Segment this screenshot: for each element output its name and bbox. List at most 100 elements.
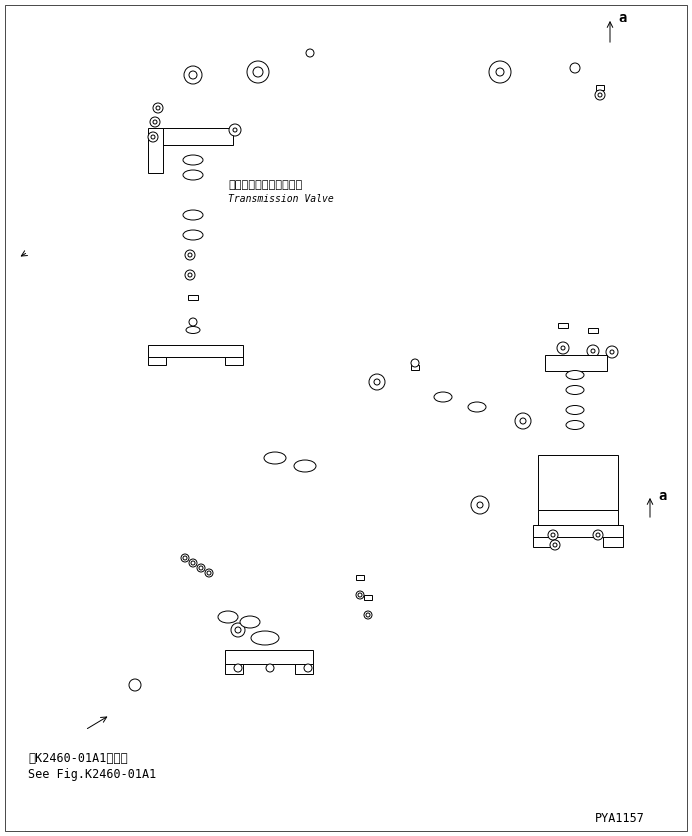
Circle shape <box>189 71 197 79</box>
Circle shape <box>606 346 618 358</box>
Bar <box>225 664 243 674</box>
Bar <box>148 345 243 357</box>
Circle shape <box>304 664 312 672</box>
Circle shape <box>496 68 504 76</box>
Circle shape <box>306 49 314 57</box>
Bar <box>411 365 419 370</box>
Circle shape <box>477 502 483 508</box>
Bar <box>295 664 313 674</box>
Circle shape <box>183 556 187 560</box>
Bar <box>596 85 604 90</box>
Circle shape <box>551 533 555 537</box>
Ellipse shape <box>468 402 486 412</box>
Circle shape <box>553 543 557 547</box>
Bar <box>533 525 623 537</box>
Circle shape <box>591 349 595 353</box>
Circle shape <box>595 90 605 100</box>
Text: See Fig.K2460-01A1: See Fig.K2460-01A1 <box>28 768 156 781</box>
Circle shape <box>181 554 189 562</box>
Circle shape <box>234 664 242 672</box>
Circle shape <box>197 564 205 572</box>
Circle shape <box>189 318 197 326</box>
Circle shape <box>150 117 160 127</box>
Ellipse shape <box>183 155 203 165</box>
Ellipse shape <box>186 327 200 334</box>
Circle shape <box>207 571 211 575</box>
Text: a: a <box>618 11 626 25</box>
Ellipse shape <box>183 230 203 240</box>
Bar <box>588 328 598 333</box>
Bar <box>356 575 364 580</box>
Circle shape <box>610 350 614 354</box>
Ellipse shape <box>183 210 203 220</box>
Circle shape <box>231 623 245 637</box>
Circle shape <box>247 61 269 83</box>
Text: PYA1157: PYA1157 <box>595 812 645 825</box>
Circle shape <box>489 61 511 83</box>
Ellipse shape <box>264 452 286 464</box>
Circle shape <box>374 379 380 385</box>
Bar <box>364 595 372 600</box>
Ellipse shape <box>218 611 238 623</box>
Text: 第K2460-01A1図参照: 第K2460-01A1図参照 <box>28 752 128 765</box>
Text: Transmission Valve: Transmission Valve <box>228 194 334 204</box>
Circle shape <box>148 132 158 142</box>
Circle shape <box>266 664 274 672</box>
Circle shape <box>185 250 195 260</box>
Text: a: a <box>658 489 666 503</box>
Circle shape <box>235 627 241 633</box>
Circle shape <box>191 561 195 565</box>
Ellipse shape <box>566 405 584 415</box>
Bar <box>155 128 233 145</box>
Circle shape <box>550 540 560 550</box>
Circle shape <box>184 66 202 84</box>
Bar <box>188 295 198 300</box>
Circle shape <box>587 345 599 357</box>
Ellipse shape <box>566 385 584 395</box>
Ellipse shape <box>294 460 316 472</box>
Ellipse shape <box>434 392 452 402</box>
Circle shape <box>185 270 195 280</box>
Circle shape <box>369 374 385 390</box>
Bar <box>533 537 553 547</box>
Circle shape <box>188 273 192 277</box>
Circle shape <box>515 413 531 429</box>
Circle shape <box>189 559 197 567</box>
Bar <box>148 128 163 173</box>
Bar <box>225 357 243 365</box>
Ellipse shape <box>240 616 260 628</box>
Circle shape <box>548 530 558 540</box>
Bar <box>558 323 568 328</box>
Bar <box>538 510 618 525</box>
Circle shape <box>561 346 565 350</box>
Circle shape <box>557 342 569 354</box>
Circle shape <box>356 591 364 599</box>
Ellipse shape <box>566 421 584 430</box>
Bar <box>538 455 618 510</box>
Circle shape <box>471 496 489 514</box>
Circle shape <box>596 533 600 537</box>
Circle shape <box>153 103 163 113</box>
Circle shape <box>156 106 160 110</box>
Circle shape <box>233 128 237 132</box>
Ellipse shape <box>251 631 279 645</box>
Circle shape <box>598 93 602 97</box>
Circle shape <box>188 253 192 257</box>
Circle shape <box>593 530 603 540</box>
Bar <box>148 357 166 365</box>
Circle shape <box>205 569 213 577</box>
Ellipse shape <box>183 170 203 180</box>
Circle shape <box>358 593 362 597</box>
Circle shape <box>366 613 370 617</box>
Circle shape <box>520 418 526 424</box>
Circle shape <box>129 679 141 691</box>
Circle shape <box>364 611 372 619</box>
Text: トランスミションバルブ: トランスミションバルブ <box>228 180 302 190</box>
Circle shape <box>151 135 155 139</box>
Bar <box>225 650 313 664</box>
Ellipse shape <box>566 370 584 380</box>
Bar <box>545 355 607 371</box>
Circle shape <box>570 63 580 73</box>
Circle shape <box>199 566 203 570</box>
Bar <box>603 537 623 547</box>
